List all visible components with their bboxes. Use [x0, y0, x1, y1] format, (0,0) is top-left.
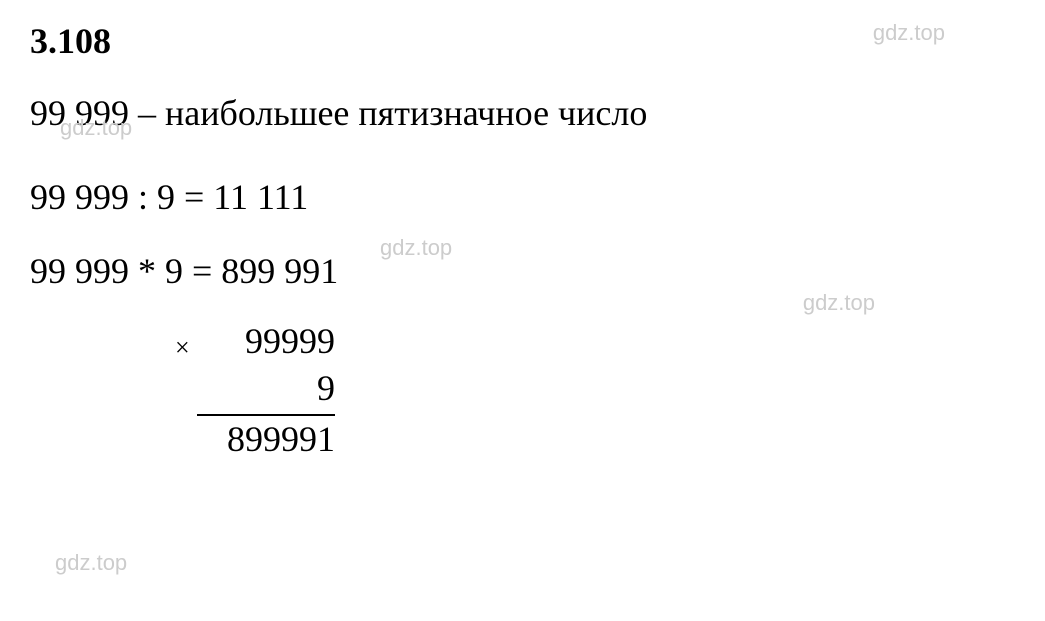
division-line: 99 999 : 9 = 11 111 — [30, 170, 1015, 224]
multiplier: 9 — [195, 365, 335, 412]
watermark-text: gdz.top — [60, 115, 132, 141]
watermark-text: gdz.top — [803, 290, 875, 316]
multiplication-mark: × — [175, 333, 190, 363]
statement-line: 99 999 – наибольшее пятизначное число — [30, 86, 1015, 140]
watermark-text: gdz.top — [873, 20, 945, 46]
long-multiplication-block: × 99999 9 899991 — [195, 318, 1015, 462]
exercise-number: 3.108 — [30, 20, 1015, 62]
product-result: 899991 — [195, 416, 335, 463]
watermark-text: gdz.top — [55, 550, 127, 576]
watermark-text: gdz.top — [380, 235, 452, 261]
multiplicand: 99999 — [195, 318, 335, 365]
